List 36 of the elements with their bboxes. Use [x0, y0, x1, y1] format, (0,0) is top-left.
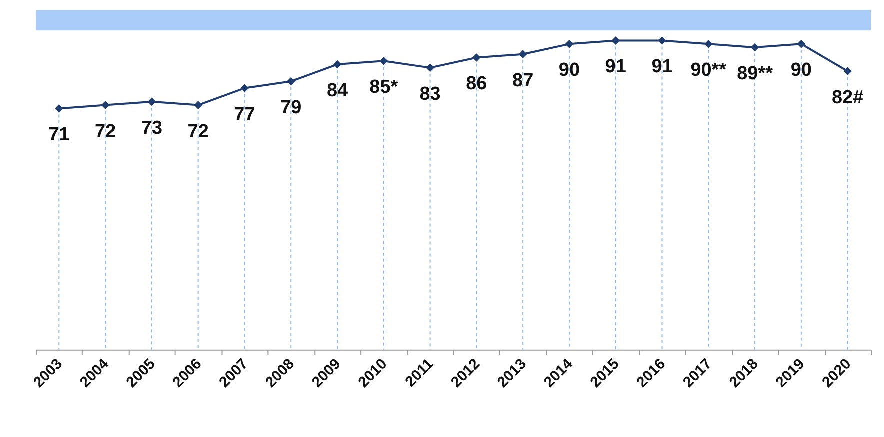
data-label: 85*: [370, 77, 399, 98]
point: [704, 40, 713, 48]
point: [472, 54, 481, 62]
point: [54, 104, 64, 113]
data-label: 82#: [832, 87, 864, 108]
point: [194, 101, 203, 110]
data-label: 91: [605, 56, 627, 78]
data-label: 77: [234, 104, 256, 126]
data-label: 90: [790, 60, 812, 82]
data-label: 72: [188, 121, 209, 142]
point: [380, 56, 388, 66]
data-label: 83: [420, 84, 441, 105]
data-label: 79: [280, 97, 302, 118]
point: [286, 77, 296, 86]
data-label: 89**: [737, 64, 774, 85]
point: [101, 101, 110, 110]
point: [797, 40, 806, 48]
point: [518, 50, 528, 59]
data-label: 73: [141, 118, 162, 139]
point: [333, 60, 342, 69]
point: [612, 36, 620, 45]
data-label: 87: [512, 70, 534, 92]
data-label: 86: [466, 74, 488, 95]
point: [240, 84, 249, 92]
data-label: 71: [48, 124, 70, 146]
data-label: 91: [652, 56, 674, 78]
data-label: 90: [558, 60, 580, 82]
point: [565, 40, 574, 48]
data-label: 84: [326, 80, 348, 102]
data-label: 72: [94, 121, 116, 142]
point: [658, 36, 666, 45]
point: [426, 64, 434, 72]
point: [750, 43, 760, 52]
data-label: 90**: [690, 60, 728, 82]
point: [148, 98, 156, 106]
point: [844, 67, 852, 76]
